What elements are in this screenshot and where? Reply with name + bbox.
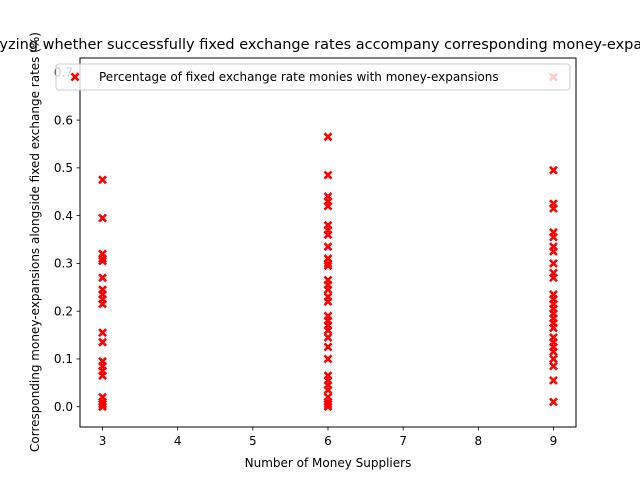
x-tick-label: 8 [474,434,482,448]
x-tick-label: 3 [99,434,107,448]
data-point [548,361,559,371]
x-tick-label: 4 [174,434,182,448]
data-point [548,397,559,407]
chart-title: Analyzing whether successfully fixed exc… [0,37,640,53]
y-tick-label: 0.5 [54,161,73,175]
data-point [323,402,333,412]
data-point [323,354,333,364]
legend: Percentage of fixed exchange rate monies… [55,63,571,91]
data-point [548,246,559,257]
y-tick-label: 0.0 [54,400,73,414]
data-point [97,273,108,283]
x-axis-ticks: 3 4 5 6 7 8 9 [99,427,558,448]
y-tick-label: 0.3 [54,257,73,271]
y-tick-label: 0.1 [54,352,73,366]
data-point [548,203,559,214]
data-point [323,261,333,271]
data-point [548,273,559,283]
data-point [548,375,559,385]
data-point [97,371,108,381]
legend-marker [70,72,80,82]
data-point [323,230,333,240]
legend-box [55,63,571,91]
data-point [323,385,333,395]
data-point [323,132,333,142]
data-point [548,347,559,357]
data-point [548,323,559,333]
legend-x-marker-icon [70,72,80,82]
data-point [323,297,333,307]
data-point [97,299,108,309]
data-point [548,232,559,242]
y-tick-label: 0.2 [54,304,73,318]
data-point [97,402,108,412]
data-point [323,332,333,342]
data-point [323,285,333,295]
data-point [323,242,333,252]
y-tick-label: 0.6 [54,113,73,127]
x-axis-label: Number of Money Suppliers [245,456,412,470]
data-point [97,175,108,185]
data-point [548,165,559,175]
x-tick-label: 6 [324,434,332,448]
data-point [97,328,108,338]
data-point [548,354,559,364]
data-points [97,72,559,412]
data-point [97,337,108,347]
x-tick-label: 9 [550,434,558,448]
data-point [323,170,333,180]
data-point [97,213,108,223]
y-tick-label: 0.4 [54,209,73,223]
data-point [97,256,108,266]
legend-entry-label: Percentage of fixed exchange rate monies… [99,70,499,84]
data-point [323,342,333,352]
data-point [323,325,333,335]
data-point [548,258,559,268]
y-axis-label: Corresponding money-expansions alongside… [28,32,42,452]
x-tick-label: 7 [399,434,407,448]
x-tick-label: 5 [249,434,257,448]
data-point [323,201,333,211]
